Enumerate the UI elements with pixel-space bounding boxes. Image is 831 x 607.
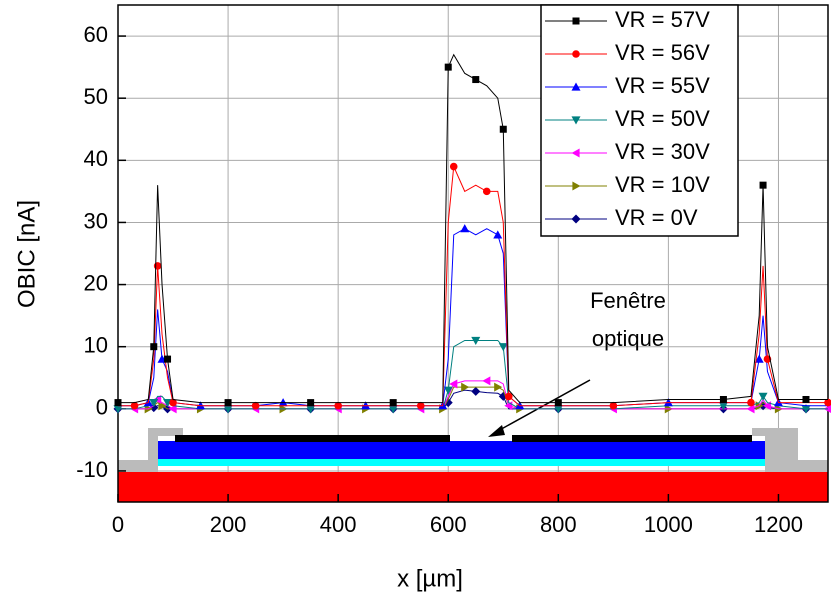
x-tick-label: 1000	[644, 512, 693, 537]
data-point	[444, 63, 452, 71]
data-point	[443, 386, 453, 395]
data-point	[493, 230, 503, 239]
x-tick-label: 800	[540, 512, 577, 537]
legend-marker	[572, 181, 581, 191]
data-point	[718, 402, 728, 411]
data-point	[554, 399, 562, 407]
series-line	[118, 228, 828, 407]
x-axis-label: x [µm]	[397, 565, 463, 592]
data-point	[449, 379, 458, 389]
data-point	[746, 404, 755, 414]
legend-label: VR = 50V	[615, 106, 710, 131]
data-point	[334, 401, 342, 410]
legend-marker	[572, 50, 580, 58]
data-point	[169, 398, 177, 407]
x-tick-label: 600	[430, 512, 467, 537]
data-point	[307, 399, 315, 407]
annotation: Fenêtre	[590, 288, 666, 313]
data-point	[389, 399, 397, 407]
data-point	[758, 392, 768, 401]
data-point	[553, 405, 563, 414]
data-point	[130, 401, 139, 410]
legend-marker	[571, 214, 581, 224]
legend-label: VR = 55V	[615, 73, 710, 98]
data-point	[802, 395, 810, 403]
data-point	[164, 355, 172, 363]
legend-label: VR = 0V	[615, 205, 698, 230]
data-point	[168, 404, 177, 414]
data-point	[471, 336, 481, 345]
data-point	[251, 401, 260, 410]
data-point	[494, 382, 503, 392]
legend-label: VR = 57V	[615, 7, 710, 32]
data-point	[609, 401, 618, 410]
legend-marker	[571, 82, 581, 91]
legend-marker	[571, 148, 580, 158]
y-axis-label: OBIC [nA]	[13, 200, 40, 308]
data-point	[472, 76, 480, 84]
data-point	[449, 162, 458, 171]
data-point	[482, 376, 491, 386]
y-tick-label: 0	[96, 395, 108, 420]
y-tick-label: 30	[84, 208, 108, 233]
x-tick-label: 1200	[754, 512, 803, 537]
data-point	[747, 398, 755, 407]
data-point	[153, 262, 162, 270]
legend-label: VR = 10V	[615, 172, 710, 197]
data-point	[498, 343, 508, 352]
data-point	[759, 181, 767, 189]
data-point	[504, 392, 513, 401]
series-line	[118, 380, 828, 410]
series-line	[118, 53, 828, 404]
y-tick-label: 20	[84, 270, 108, 295]
plot-frame	[117, 4, 829, 503]
data-point	[306, 405, 316, 414]
data-point	[461, 382, 470, 392]
data-point	[113, 405, 123, 414]
legend-marker	[571, 116, 581, 125]
y-tick-label: 50	[84, 84, 108, 109]
data-point	[499, 125, 507, 133]
legend-label: VR = 30V	[615, 139, 710, 164]
data-point	[460, 224, 470, 233]
x-tick-label: 0	[112, 512, 124, 537]
data-point	[114, 399, 122, 407]
device-cross-section	[118, 428, 828, 502]
y-tick-label: 40	[84, 146, 108, 171]
data-point	[388, 405, 398, 414]
data-point	[150, 343, 158, 351]
arrow-head	[488, 425, 505, 437]
data-point	[149, 399, 159, 408]
legend-marker	[572, 17, 580, 25]
x-tick-label: 200	[210, 512, 247, 537]
annotation: optique	[592, 326, 664, 351]
y-tick-label: -10	[76, 457, 108, 482]
series-line	[118, 164, 828, 407]
y-tick-label: 10	[84, 333, 108, 358]
data-point	[824, 398, 831, 407]
data-point	[801, 405, 811, 414]
data-point	[223, 405, 233, 414]
data-point	[719, 395, 727, 403]
data-point	[224, 399, 232, 407]
data-point	[754, 354, 764, 363]
data-point	[471, 386, 481, 396]
data-point	[416, 401, 425, 410]
legend-label: VR = 56V	[615, 40, 710, 65]
y-tick-label: 60	[84, 22, 108, 47]
data-point	[482, 187, 491, 196]
x-tick-label: 400	[320, 512, 357, 537]
